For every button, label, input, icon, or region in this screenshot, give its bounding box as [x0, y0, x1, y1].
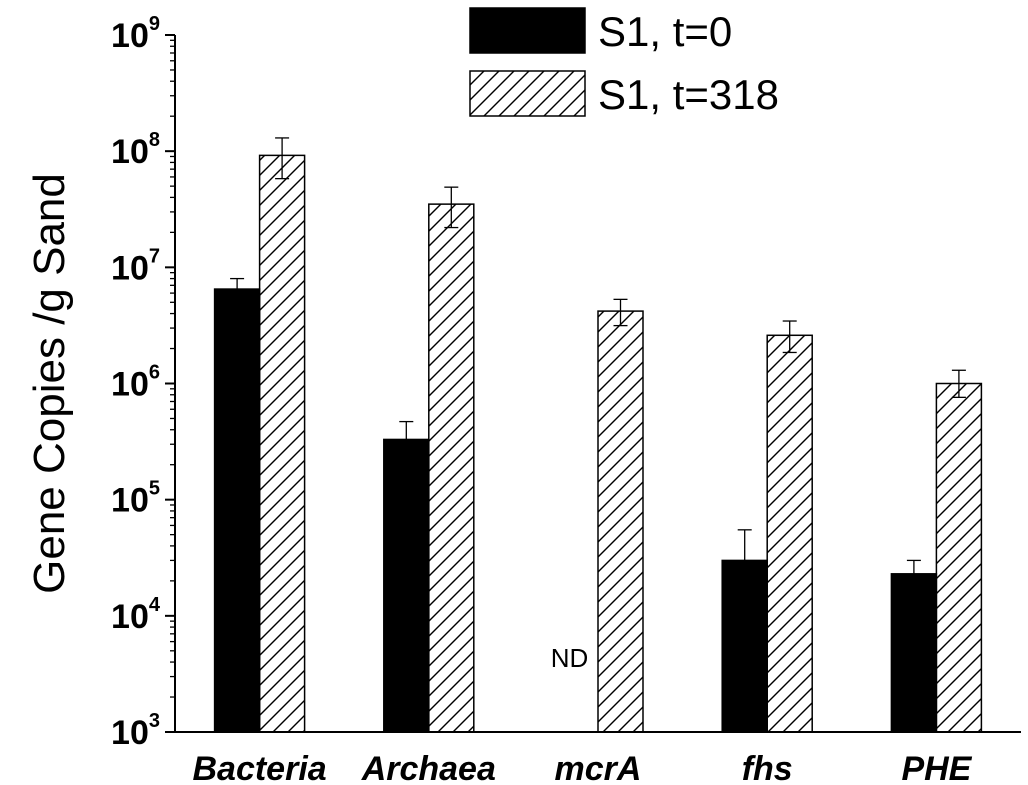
legend-swatch-s1-t-0: [469, 7, 586, 54]
bar-fhs-s1-t-318: [766, 334, 813, 733]
bars-layer: [213, 137, 983, 733]
bar-mcra-s1-t-318: [597, 310, 644, 733]
y-tick-label-base: 10: [111, 133, 149, 171]
y-tick-label-6: 108: [111, 129, 160, 171]
y-tick-label-exponent: 6: [149, 362, 160, 384]
bar-bacteria-s1-t-318: [258, 154, 306, 733]
error-bar-bacteria-s1-t-0: [230, 277, 245, 299]
x-tick-label-mcra: mcrA: [555, 750, 642, 785]
y-tick-label-exponent: 3: [149, 710, 160, 732]
bar-bacteria-s1-t-0: [213, 288, 261, 733]
y-tick-label-4: 106: [111, 362, 160, 404]
error-bar-fhs-s1-t-318: [782, 320, 797, 354]
y-tick-label-7: 109: [111, 13, 160, 55]
annotation-nd-mcra: ND: [551, 643, 589, 673]
bar-phe-s1-t-318: [935, 382, 983, 733]
bar-archaea-s1-t-318: [428, 203, 475, 733]
y-tick-label-base: 10: [111, 598, 149, 636]
y-tick-label-base: 10: [111, 366, 149, 404]
y-tick-label-exponent: 7: [149, 245, 160, 267]
y-tick-label-base: 10: [111, 714, 149, 752]
x-tick-label-archaea: Archaea: [361, 750, 496, 785]
x-tick-label-fhs: fhs: [742, 750, 793, 785]
y-tick-label-base: 10: [111, 17, 149, 55]
y-tick-label-base: 10: [111, 249, 149, 287]
y-tick-label-exponent: 5: [149, 478, 160, 500]
error-bar-bacteria-s1-t-318: [275, 137, 290, 180]
error-bar-phe-s1-t-318: [951, 369, 966, 398]
x-tick-label-bacteria: Bacteria: [192, 750, 326, 785]
y-tick-label-1: 103: [111, 710, 160, 752]
bar-archaea-s1-t-0: [383, 438, 430, 733]
error-bar-fhs-s1-t-0: [737, 529, 752, 582]
error-bar-archaea-s1-t-318: [444, 186, 459, 229]
y-tick-label-3: 105: [111, 478, 160, 520]
bar-fhs-s1-t-0: [721, 559, 768, 733]
error-bar-mcra-s1-t-318: [613, 298, 628, 327]
x-tick-label-phe: PHE: [901, 750, 972, 785]
y-tick-label-exponent: 4: [149, 594, 161, 616]
y-tick-label-base: 10: [111, 482, 149, 520]
error-bar-phe-s1-t-0: [906, 559, 921, 590]
legend-label-s1-t-318: S1, t=318: [598, 71, 779, 118]
y-tick-label-exponent: 8: [149, 129, 160, 151]
legend-swatch-s1-t-318: [469, 70, 586, 117]
error-bar-archaea-s1-t-0: [399, 420, 414, 455]
axes-layer: [165, 34, 1021, 733]
y-tick-label-5: 107: [111, 245, 160, 287]
bar-phe-s1-t-0: [890, 573, 938, 733]
legend-label-s1-t-0: S1, t=0: [598, 8, 732, 55]
y-axis-title: Gene Copies /g Sand: [25, 173, 74, 594]
y-tick-label-2: 104: [111, 594, 161, 636]
legend: S1, t=0 S1, t=318: [469, 7, 779, 118]
y-tick-label-exponent: 9: [149, 13, 160, 35]
